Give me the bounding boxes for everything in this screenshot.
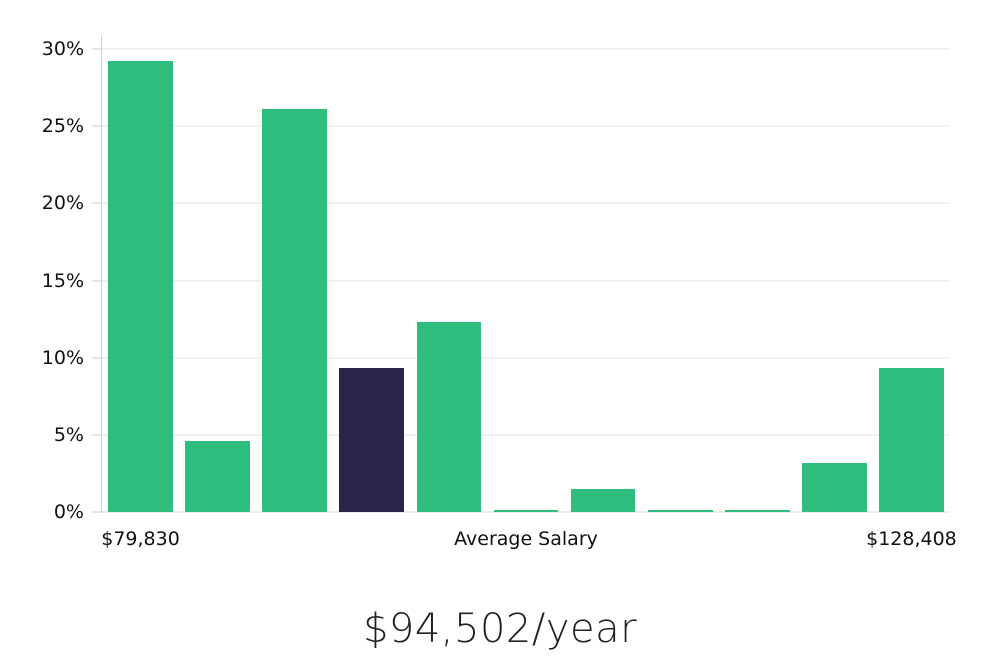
x-tick-label: $79,830	[101, 528, 180, 550]
gridline	[102, 48, 950, 50]
y-tick-label: 20%	[41, 192, 84, 215]
histogram-bar-highlighted-average	[339, 368, 405, 512]
histogram-bar	[262, 109, 328, 512]
gridline	[102, 357, 950, 359]
y-tick-label: 5%	[53, 423, 84, 446]
y-tick-mark	[92, 125, 102, 127]
average-salary-title: $94,502/year	[362, 606, 638, 652]
histogram-bar	[416, 322, 482, 512]
x-tick-label: Average Salary	[454, 528, 598, 550]
gridline	[102, 125, 950, 127]
histogram-bar	[724, 510, 790, 512]
y-tick-label: 15%	[41, 269, 84, 292]
y-axis-labels: 0% 5% 10% 15% 20% 25% 30%	[0, 35, 84, 523]
histogram-bar	[801, 462, 867, 512]
y-tick-mark	[92, 202, 102, 204]
y-tick-mark	[92, 48, 102, 50]
y-tick-mark	[92, 434, 102, 436]
y-tick-mark	[92, 280, 102, 281]
y-tick-label: 25%	[41, 115, 84, 138]
plot-area: $79,830 Average Salary $128,408	[92, 35, 957, 550]
gridline	[102, 434, 950, 436]
gridline	[102, 202, 950, 204]
histogram-bar	[570, 488, 636, 512]
gridline	[102, 511, 950, 513]
y-axis-spine	[101, 35, 102, 512]
y-tick-label: 10%	[41, 346, 84, 369]
y-tick-mark	[92, 511, 102, 513]
x-tick-label: $128,408	[866, 528, 957, 550]
histogram-bar	[879, 368, 944, 512]
plot-value-layer	[92, 35, 950, 513]
y-tick-label: 0%	[53, 501, 84, 523]
histogram-bar	[108, 61, 173, 512]
histogram-bar	[493, 510, 559, 512]
histogram-bar	[647, 510, 713, 512]
gridline	[102, 280, 950, 281]
histogram-bar	[185, 441, 250, 512]
y-tick-label: 30%	[41, 38, 84, 60]
y-tick-mark	[92, 357, 102, 359]
